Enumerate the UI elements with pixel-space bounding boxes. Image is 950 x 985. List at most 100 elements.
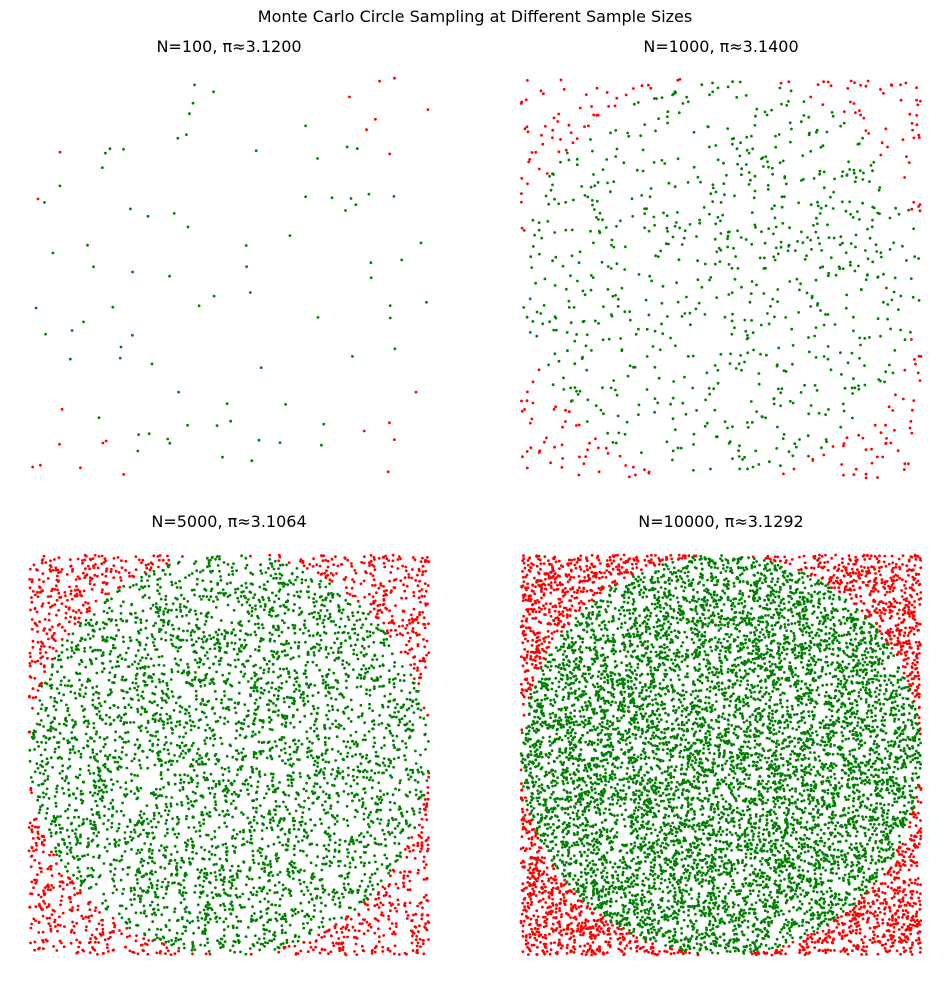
point-inside	[302, 787, 306, 791]
point-inside	[393, 827, 397, 830]
point-outside	[588, 441, 591, 445]
point-outside	[360, 944, 364, 948]
point-inside	[226, 663, 230, 666]
point-inside	[191, 815, 195, 819]
point-inside	[814, 278, 818, 282]
point-inside	[351, 840, 355, 843]
point-inside	[261, 626, 265, 630]
point-inside	[39, 763, 42, 767]
point-inside	[129, 697, 133, 701]
point-inside	[160, 696, 164, 700]
point-inside	[235, 757, 238, 761]
point-inside	[277, 597, 281, 601]
point-inside	[229, 581, 232, 585]
point-inside	[156, 589, 160, 593]
point-inside	[278, 441, 282, 444]
point-inside	[74, 828, 78, 831]
point-inside	[165, 603, 168, 606]
point-outside	[69, 615, 72, 619]
point-inside	[125, 766, 129, 770]
point-outside	[33, 948, 36, 952]
point-outside	[382, 934, 386, 937]
point-inside	[324, 792, 328, 796]
point-inside	[281, 563, 285, 567]
point-inside	[84, 692, 87, 695]
point-inside	[292, 847, 296, 851]
point-outside	[377, 935, 381, 939]
point-inside	[347, 882, 350, 886]
point-inside	[183, 773, 187, 777]
point-inside	[332, 671, 336, 675]
point-inside	[233, 851, 237, 854]
point-inside	[863, 364, 866, 367]
point-outside	[427, 622, 430, 626]
point-inside	[416, 707, 420, 711]
point-inside	[218, 869, 222, 872]
point-outside	[911, 408, 914, 412]
point-inside	[69, 846, 73, 850]
point-inside	[562, 376, 565, 380]
point-inside	[387, 819, 391, 822]
point-inside	[766, 184, 770, 187]
point-inside	[144, 872, 148, 876]
point-outside	[382, 894, 386, 898]
point-outside	[45, 884, 49, 888]
point-inside	[71, 725, 75, 729]
point-inside	[298, 628, 302, 631]
point-outside	[627, 475, 631, 479]
point-inside	[227, 672, 231, 675]
point-outside	[81, 561, 84, 565]
point-inside	[347, 773, 350, 777]
point-inside	[250, 606, 254, 610]
point-inside	[337, 631, 340, 634]
point-inside	[285, 695, 289, 699]
point-outside	[49, 605, 52, 609]
point-outside	[520, 226, 524, 230]
point-inside	[238, 638, 242, 641]
point-inside	[645, 327, 649, 331]
point-inside	[90, 662, 94, 666]
point-inside	[241, 755, 245, 759]
point-inside	[699, 180, 702, 184]
point-inside	[179, 752, 183, 756]
point-outside	[57, 591, 61, 595]
point-inside	[852, 168, 856, 172]
point-inside	[297, 935, 301, 939]
point-inside	[207, 598, 211, 602]
point-inside	[154, 734, 158, 738]
point-inside	[189, 837, 193, 841]
point-inside	[877, 188, 881, 192]
point-inside	[327, 893, 331, 896]
point-inside	[324, 743, 327, 747]
point-inside	[285, 938, 289, 942]
point-inside	[200, 846, 203, 849]
point-outside	[523, 127, 527, 131]
point-inside	[671, 458, 674, 462]
point-inside	[712, 387, 716, 391]
point-inside	[286, 808, 289, 811]
point-inside	[791, 454, 795, 458]
point-inside	[235, 896, 239, 899]
point-inside	[171, 759, 175, 763]
point-inside	[176, 670, 180, 673]
point-inside	[151, 749, 154, 753]
point-inside	[208, 666, 212, 670]
point-inside	[38, 808, 42, 812]
point-inside	[188, 719, 192, 722]
point-outside	[403, 589, 407, 593]
point-inside	[134, 616, 138, 619]
point-inside	[743, 455, 746, 459]
point-inside	[575, 163, 579, 167]
point-inside	[358, 770, 362, 773]
point-outside	[822, 80, 825, 84]
point-inside	[230, 904, 234, 908]
point-outside	[676, 78, 680, 82]
point-inside	[702, 206, 706, 209]
point-inside	[394, 787, 397, 791]
point-inside	[230, 641, 234, 645]
point-inside	[663, 162, 667, 165]
point-outside	[363, 595, 367, 599]
point-inside	[79, 789, 83, 793]
point-inside	[763, 110, 767, 114]
point-inside	[77, 870, 81, 873]
